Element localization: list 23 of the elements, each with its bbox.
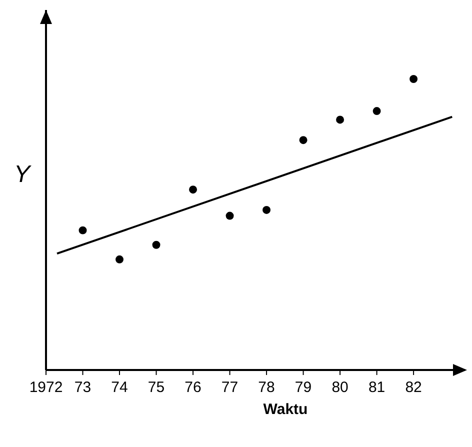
- point: [226, 212, 234, 220]
- x-tick-label: 73: [74, 379, 92, 396]
- x-tick-label: 81: [368, 379, 386, 396]
- x-tick-label: 74: [111, 379, 128, 396]
- x-tick-label: 76: [184, 379, 202, 396]
- y-axis-title: Y: [14, 161, 32, 188]
- point: [336, 116, 344, 124]
- point: [262, 206, 271, 214]
- point: [152, 240, 160, 249]
- point: [116, 255, 124, 264]
- x-tick-label: 78: [258, 379, 275, 396]
- x-axis-title: Waktu: [263, 401, 308, 418]
- point: [78, 226, 87, 234]
- point: [189, 186, 198, 194]
- point: [410, 75, 418, 83]
- x-tick-label: 79: [294, 379, 312, 396]
- point: [372, 107, 381, 115]
- x-tick-label: 77: [221, 379, 238, 396]
- point: [299, 136, 308, 144]
- x-tick-label: 82: [405, 379, 422, 396]
- x-tick-label: 80: [332, 379, 348, 396]
- x-tick-label: 1972: [29, 379, 63, 396]
- x-tick-label: 75: [148, 379, 165, 396]
